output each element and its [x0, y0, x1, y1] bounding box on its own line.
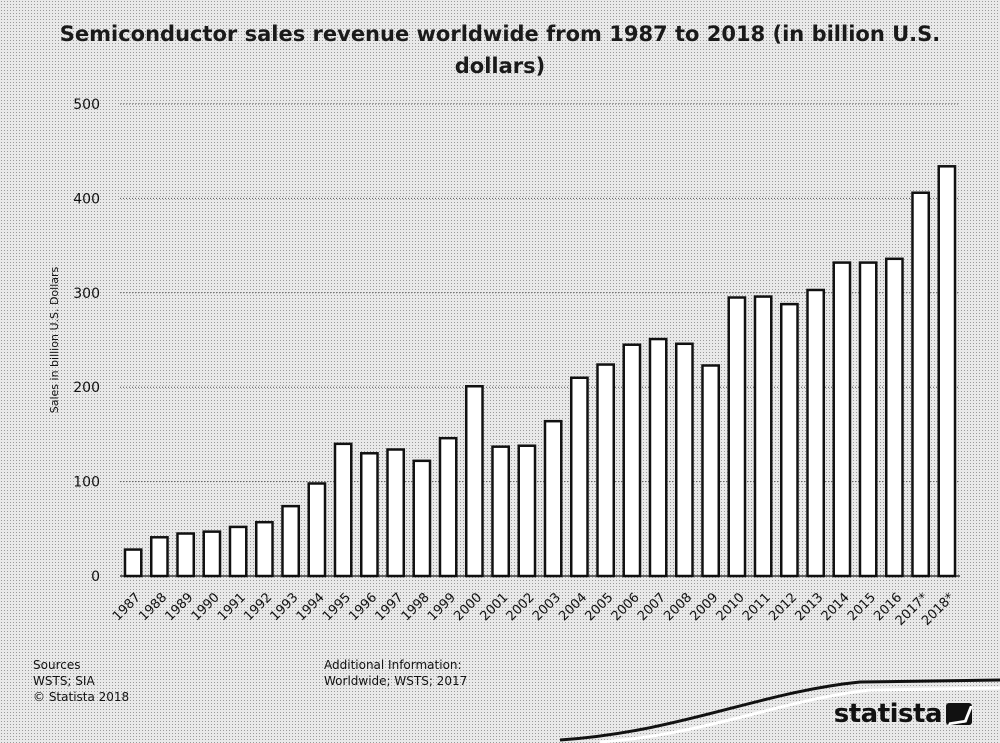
x-tick-label: 2013 — [792, 590, 826, 624]
bar[interactable] — [386, 448, 406, 578]
brand-swoosh — [560, 678, 1000, 743]
x-tick-label: 1991 — [215, 590, 249, 624]
x-tick-label: 2009 — [687, 590, 721, 624]
x-tick-label: 2011 — [740, 590, 774, 624]
additional-info-block: Additional Information: Worldwide; WSTS;… — [324, 657, 467, 689]
bar[interactable] — [228, 525, 248, 578]
copyright-text: © Statista 2018 — [33, 690, 130, 704]
x-tick-label: 2004 — [556, 590, 590, 624]
bar[interactable] — [596, 363, 616, 578]
bar[interactable] — [176, 532, 196, 578]
x-tick-label: 2010 — [714, 590, 748, 624]
bar[interactable] — [806, 288, 826, 578]
statista-wordmark: statista — [833, 699, 943, 729]
bars — [123, 165, 957, 578]
x-tick-label: 2008 — [661, 590, 695, 624]
statista-mark-icon — [946, 703, 972, 725]
x-tick-label: 1992 — [241, 590, 275, 624]
x-tick-label: 1990 — [189, 590, 223, 624]
x-tick-label: 2006 — [609, 590, 643, 624]
y-axis-label: Sales in billion U.S. Dollars — [48, 266, 61, 413]
bar[interactable] — [254, 520, 274, 578]
bar[interactable] — [727, 296, 747, 578]
bar[interactable] — [884, 257, 904, 578]
bar[interactable] — [307, 482, 327, 578]
bar[interactable] — [412, 459, 432, 578]
sources-block: Sources WSTS; SIA © Statista 2018 — [33, 657, 129, 705]
bar[interactable] — [123, 548, 143, 578]
x-tick-label: 2015 — [845, 590, 879, 624]
bar[interactable] — [149, 536, 169, 578]
bar[interactable] — [622, 343, 642, 578]
x-tick-label: 1995 — [320, 590, 354, 624]
chart-title: Semiconductor sales revenue worldwide fr… — [59, 22, 941, 78]
sources-text: WSTS; SIA — [33, 674, 95, 688]
additional-info-heading: Additional Information: — [324, 658, 462, 672]
x-tick-label: 2014 — [819, 590, 853, 624]
x-tick-label: 2002 — [504, 590, 538, 624]
bar[interactable] — [858, 261, 878, 578]
y-tick-label: 200 — [73, 380, 100, 396]
bar[interactable] — [543, 419, 563, 578]
y-tick-label: 300 — [73, 286, 100, 302]
bar[interactable] — [832, 261, 852, 578]
x-tick-label: 1999 — [425, 590, 459, 624]
bar[interactable] — [517, 444, 537, 578]
x-tick-label: 2005 — [582, 590, 616, 624]
bar[interactable] — [648, 337, 668, 578]
x-tick-label: 2012 — [766, 590, 800, 624]
bar[interactable] — [753, 295, 773, 578]
x-tick-label: 1989 — [162, 590, 196, 624]
y-tick-label: 0 — [91, 569, 100, 585]
bar[interactable] — [569, 376, 589, 578]
x-tick-label: 1996 — [346, 590, 380, 624]
bar[interactable] — [333, 442, 353, 578]
bar[interactable] — [674, 342, 694, 578]
y-axis-ticks: 0 100 200 300 400 500 — [73, 97, 100, 585]
x-tick-label: 1988 — [136, 590, 170, 624]
bar[interactable] — [281, 504, 301, 578]
bar[interactable] — [359, 452, 379, 578]
statista-logo[interactable]: statista — [834, 699, 972, 729]
x-tick-label: 1987 — [110, 590, 144, 624]
sources-heading: Sources — [33, 658, 81, 672]
x-tick-label: 2000 — [451, 590, 485, 624]
bar[interactable] — [779, 302, 799, 578]
y-tick-label: 400 — [73, 191, 100, 207]
x-tick-label: 1993 — [267, 590, 301, 624]
x-tick-label: 1994 — [294, 590, 328, 624]
bar[interactable] — [911, 191, 931, 578]
x-tick-label: 2001 — [477, 590, 511, 624]
y-tick-label: 500 — [73, 97, 100, 113]
bar[interactable] — [937, 165, 957, 578]
y-tick-label: 100 — [73, 475, 100, 491]
bar[interactable] — [491, 445, 511, 578]
bar[interactable] — [701, 364, 721, 578]
bar[interactable] — [464, 385, 484, 578]
x-tick-label: 2007 — [635, 590, 669, 624]
bar[interactable] — [438, 436, 458, 578]
x-axis-ticks: 1987198819891990199119921993199419951996… — [110, 590, 958, 629]
x-tick-label: 1997 — [372, 590, 406, 624]
additional-info-text: Worldwide; WSTS; 2017 — [324, 674, 468, 688]
x-tick-label: 2003 — [530, 590, 564, 624]
bar[interactable] — [202, 530, 222, 578]
x-tick-label: 1998 — [399, 590, 433, 624]
